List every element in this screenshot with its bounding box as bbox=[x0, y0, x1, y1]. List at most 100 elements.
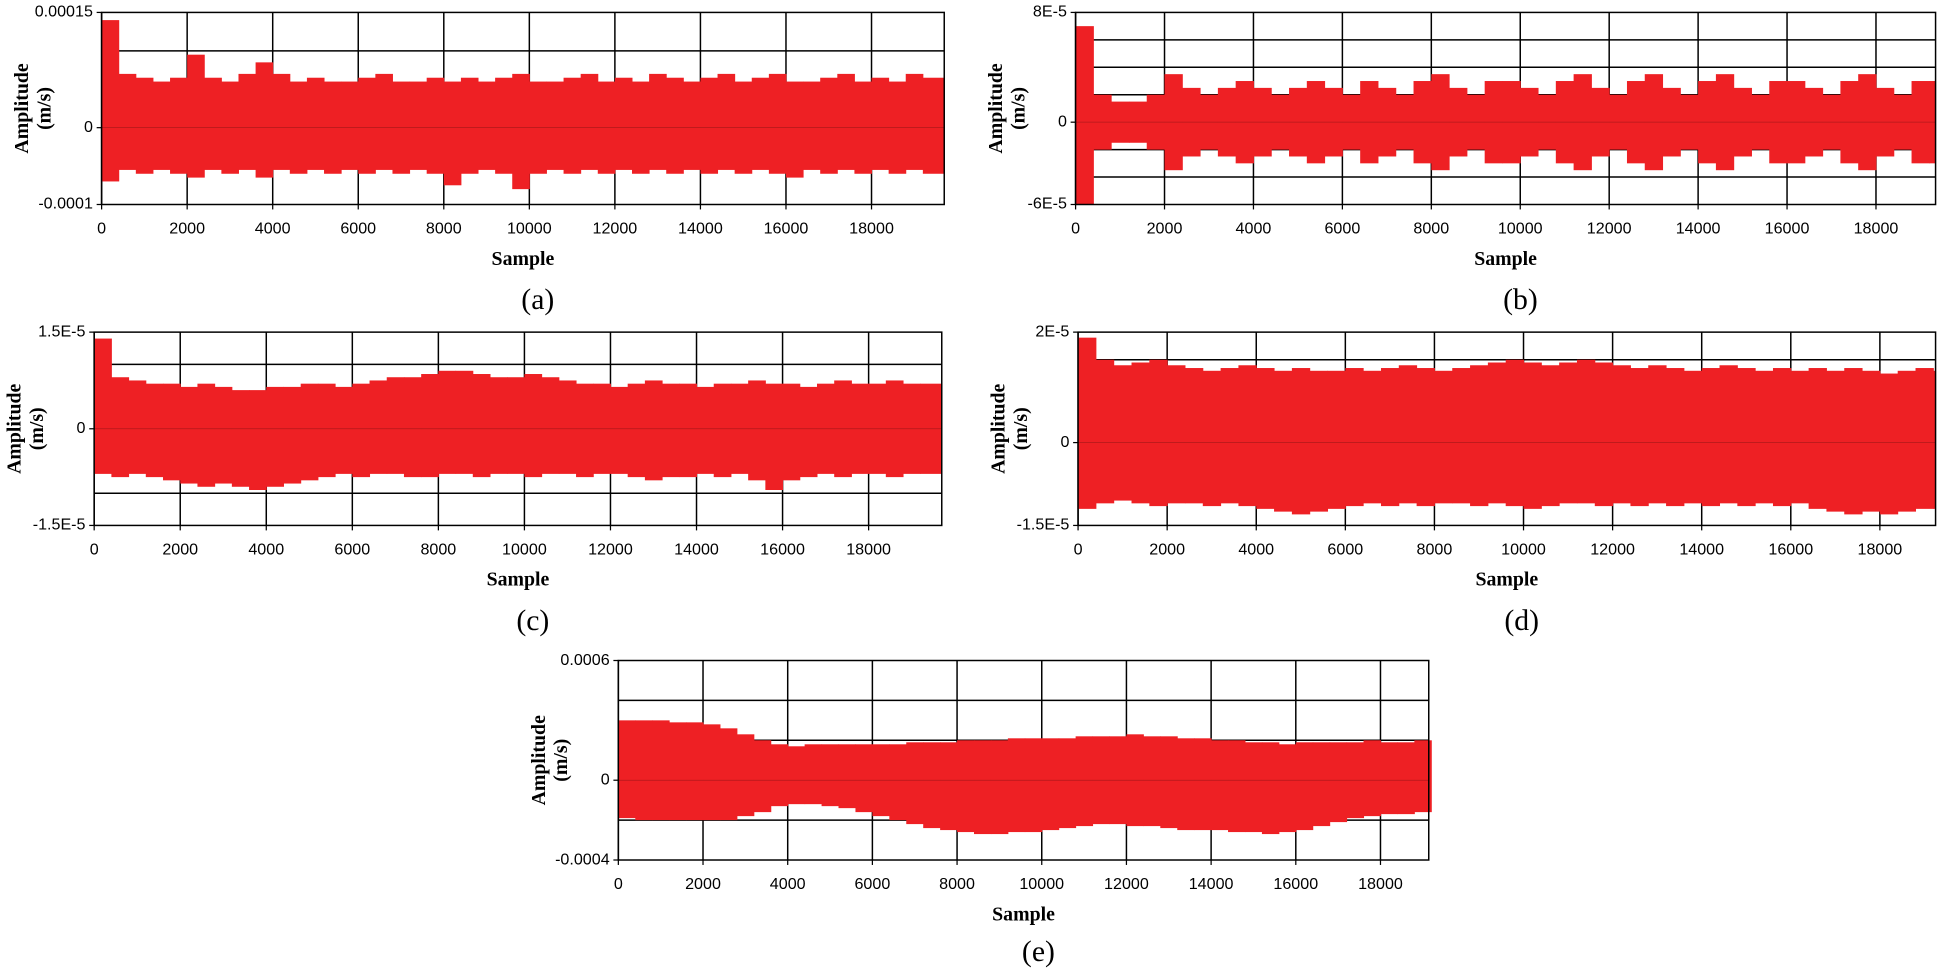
x-tick-label: 16000 bbox=[1768, 540, 1813, 558]
signal-band bbox=[1484, 81, 1503, 164]
signal-band bbox=[974, 740, 992, 835]
signal-band bbox=[1149, 359, 1168, 507]
signal-band bbox=[1095, 359, 1115, 504]
y-tick-label: 0.00015 bbox=[35, 3, 93, 21]
signal-band bbox=[1879, 373, 1899, 515]
y-tick-label: 0.0006 bbox=[560, 651, 609, 669]
panel-caption: (d) bbox=[1504, 605, 1539, 637]
signal-band bbox=[352, 383, 371, 478]
signal-band bbox=[990, 740, 1009, 835]
signal-band bbox=[872, 744, 890, 817]
signal-band bbox=[1555, 81, 1575, 164]
signal-band bbox=[460, 77, 479, 174]
signal-band bbox=[1202, 370, 1222, 507]
signal-band bbox=[1345, 368, 1364, 507]
signal-band bbox=[1523, 362, 1542, 509]
x-tick-label: 2000 bbox=[162, 540, 198, 558]
signal-band bbox=[392, 81, 411, 174]
signal-band bbox=[249, 390, 267, 490]
signal-band bbox=[1666, 368, 1685, 507]
signal-band bbox=[1737, 368, 1756, 507]
y-axis-label: Amplitude bbox=[985, 63, 1007, 153]
signal-band bbox=[1648, 365, 1667, 504]
y-tick-label: 0 bbox=[1060, 433, 1069, 451]
y-axis-label: Amplitude bbox=[988, 383, 1010, 473]
y-tick-label: 8E-5 bbox=[1033, 3, 1067, 21]
y-tick-label: 1.5E-5 bbox=[38, 322, 85, 340]
plot-border bbox=[1077, 331, 1937, 527]
signal-band bbox=[238, 73, 257, 170]
x-tick-label: 16000 bbox=[1273, 875, 1318, 893]
panel-caption: (b) bbox=[1503, 284, 1538, 316]
y-tick-label: 0 bbox=[1058, 112, 1067, 130]
x-tick-label: 12000 bbox=[1587, 220, 1632, 238]
signal-band bbox=[563, 77, 582, 174]
signal-band bbox=[1683, 370, 1703, 504]
signal-band bbox=[128, 380, 147, 474]
x-tick-label: 0 bbox=[90, 540, 99, 558]
signal-band bbox=[1769, 81, 1788, 164]
signal-band bbox=[768, 73, 787, 174]
signal-band bbox=[782, 383, 801, 481]
signal-band bbox=[1733, 87, 1752, 157]
signal-band bbox=[231, 390, 250, 487]
x-tick-label: 6000 bbox=[334, 540, 370, 558]
signal-band bbox=[426, 77, 445, 174]
y-axis-label: Amplitude bbox=[11, 63, 33, 153]
signal-band bbox=[1541, 365, 1560, 507]
y-tick-label: -1.5E-5 bbox=[1017, 516, 1070, 534]
x-tick-label: 16000 bbox=[764, 220, 809, 238]
x-tick-label: 18000 bbox=[846, 540, 891, 558]
signal-band bbox=[1698, 81, 1717, 164]
signal-band bbox=[1235, 81, 1254, 164]
x-tick-label: 10000 bbox=[1498, 220, 1543, 238]
x-tick-label: 18000 bbox=[1358, 875, 1403, 893]
signal-band bbox=[1228, 740, 1246, 833]
signal-band bbox=[1434, 370, 1453, 504]
x-tick-label: 2000 bbox=[169, 220, 205, 238]
signal-band bbox=[1295, 742, 1314, 831]
signal-band bbox=[610, 386, 629, 474]
signal-band bbox=[421, 374, 439, 478]
x-tick-label: 4000 bbox=[248, 540, 284, 558]
signal-band bbox=[627, 383, 646, 478]
signal-band bbox=[593, 383, 611, 474]
x-tick-label: 12000 bbox=[1104, 875, 1149, 893]
signal-band bbox=[1346, 742, 1365, 819]
x-tick-label: 14000 bbox=[674, 540, 719, 558]
signal-band bbox=[409, 81, 428, 170]
signal-band bbox=[889, 744, 907, 821]
x-tick-label: 6000 bbox=[340, 220, 376, 238]
x-tick-label: 0 bbox=[97, 220, 106, 238]
x-axis-label: Sample bbox=[487, 569, 550, 591]
signal-band bbox=[1414, 740, 1432, 813]
chart-panel: 8E-50-6E-50 2000 4000 6000 8000 10000 12000 140… bbox=[985, 3, 1937, 316]
signal-band bbox=[1395, 94, 1415, 150]
signal-band bbox=[1380, 742, 1398, 815]
signal-band bbox=[923, 742, 941, 829]
signal-band bbox=[787, 746, 806, 805]
signal-band bbox=[204, 77, 222, 170]
y-tick-label: -0.0004 bbox=[555, 850, 610, 868]
y-tick-label: -1.5E-5 bbox=[33, 516, 86, 534]
signal-band bbox=[358, 77, 376, 174]
signal-band bbox=[1626, 81, 1646, 164]
signal-band bbox=[1576, 359, 1596, 504]
signal-band bbox=[341, 81, 359, 170]
signal-band bbox=[1787, 81, 1806, 164]
signal-band bbox=[1662, 87, 1681, 157]
signal-band bbox=[1075, 26, 1094, 205]
signal-band bbox=[1211, 740, 1229, 831]
signal-band bbox=[580, 73, 599, 170]
signal-band bbox=[289, 81, 308, 174]
x-tick-label: 18000 bbox=[1858, 540, 1903, 558]
signal-band bbox=[1701, 368, 1721, 507]
signal-band bbox=[885, 380, 904, 478]
signal-band bbox=[490, 377, 508, 474]
signal-band bbox=[335, 386, 353, 474]
x-tick-label: 16000 bbox=[1765, 220, 1810, 238]
signal-band bbox=[905, 73, 924, 170]
signal-band bbox=[1933, 370, 1937, 509]
signal-band bbox=[529, 81, 547, 174]
x-tick-label: 8000 bbox=[420, 540, 456, 558]
